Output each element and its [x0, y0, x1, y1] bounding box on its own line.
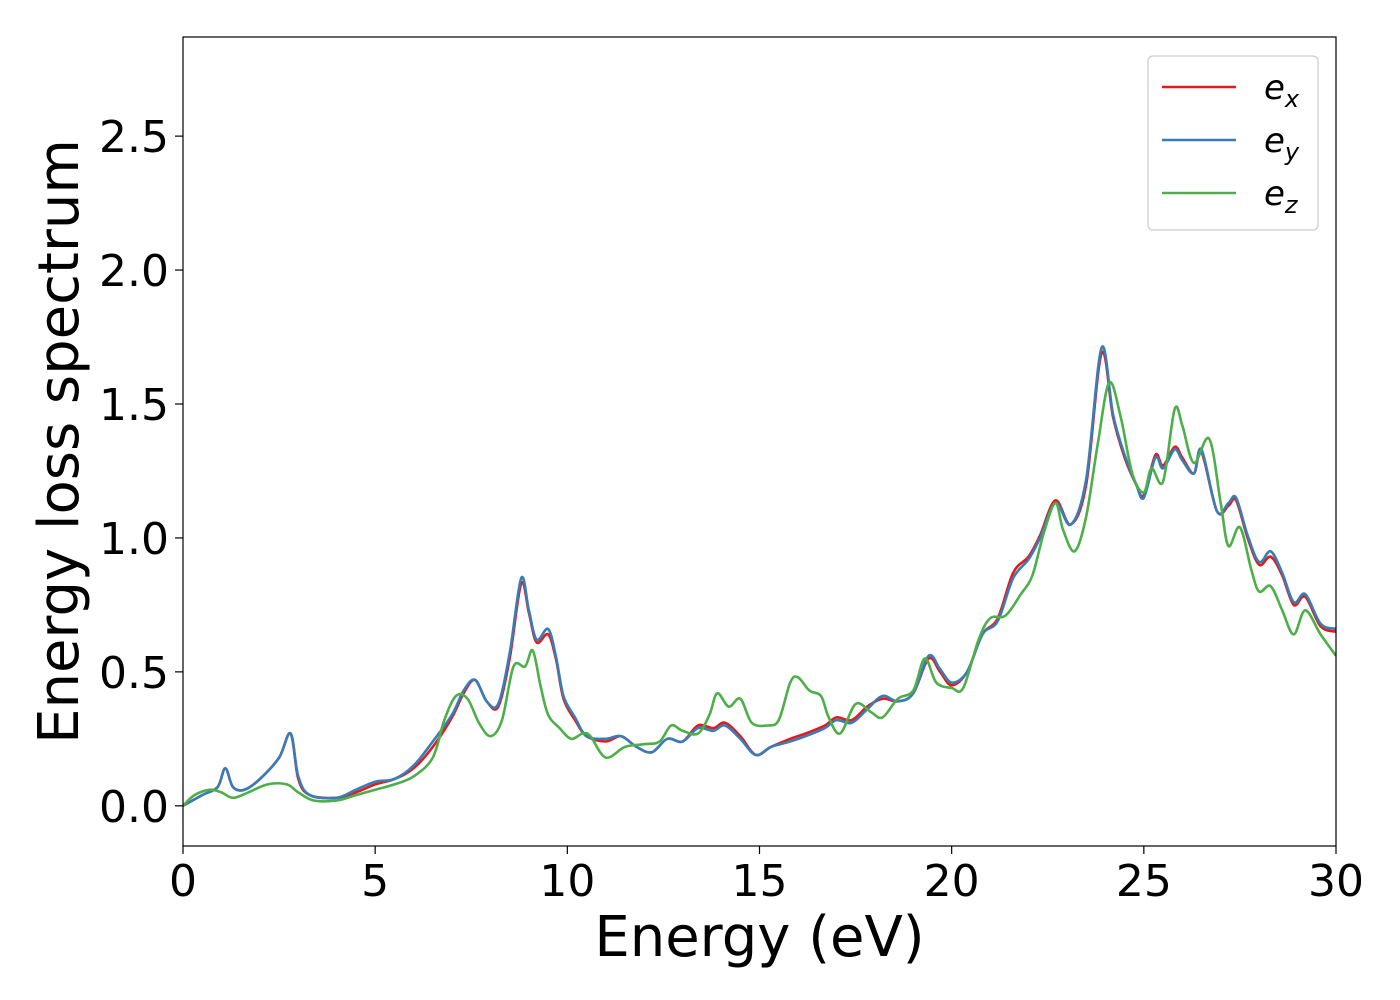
legend-label: ez — [1264, 174, 1299, 219]
x-axis-title: Energy (eV) — [594, 905, 924, 970]
y-tick-label: 1.0 — [99, 514, 169, 565]
x-tick-label: 0 — [169, 856, 197, 907]
y-tick-label: 2.0 — [99, 246, 169, 297]
legend-label: ex — [1264, 68, 1300, 113]
x-axis: 0 5 10 15 20 25 30 — [169, 846, 1364, 907]
series-line-ey — [183, 345, 1336, 807]
y-axis-title: Energy loss spectrum — [27, 139, 92, 744]
series-line-ez — [183, 380, 1336, 807]
legend-label: ey — [1264, 121, 1300, 166]
x-tick-label: 30 — [1308, 856, 1364, 907]
y-tick-label: 1.5 — [99, 380, 169, 431]
legend: ex ey ez — [1147, 55, 1319, 231]
y-tick-label: 2.5 — [99, 112, 169, 163]
x-tick-label: 20 — [924, 856, 980, 907]
x-tick-label: 25 — [1116, 856, 1172, 907]
y-tick-label: 0.5 — [99, 648, 169, 699]
y-tick-label: 0.0 — [99, 782, 169, 833]
series-layer — [183, 345, 1336, 807]
x-tick-label: 15 — [732, 856, 788, 907]
x-tick-label: 5 — [361, 856, 389, 907]
y-axis: 0.0 0.5 1.0 1.5 2.0 2.5 — [99, 112, 183, 833]
legend-box — [1147, 55, 1319, 231]
x-tick-label: 10 — [539, 856, 595, 907]
